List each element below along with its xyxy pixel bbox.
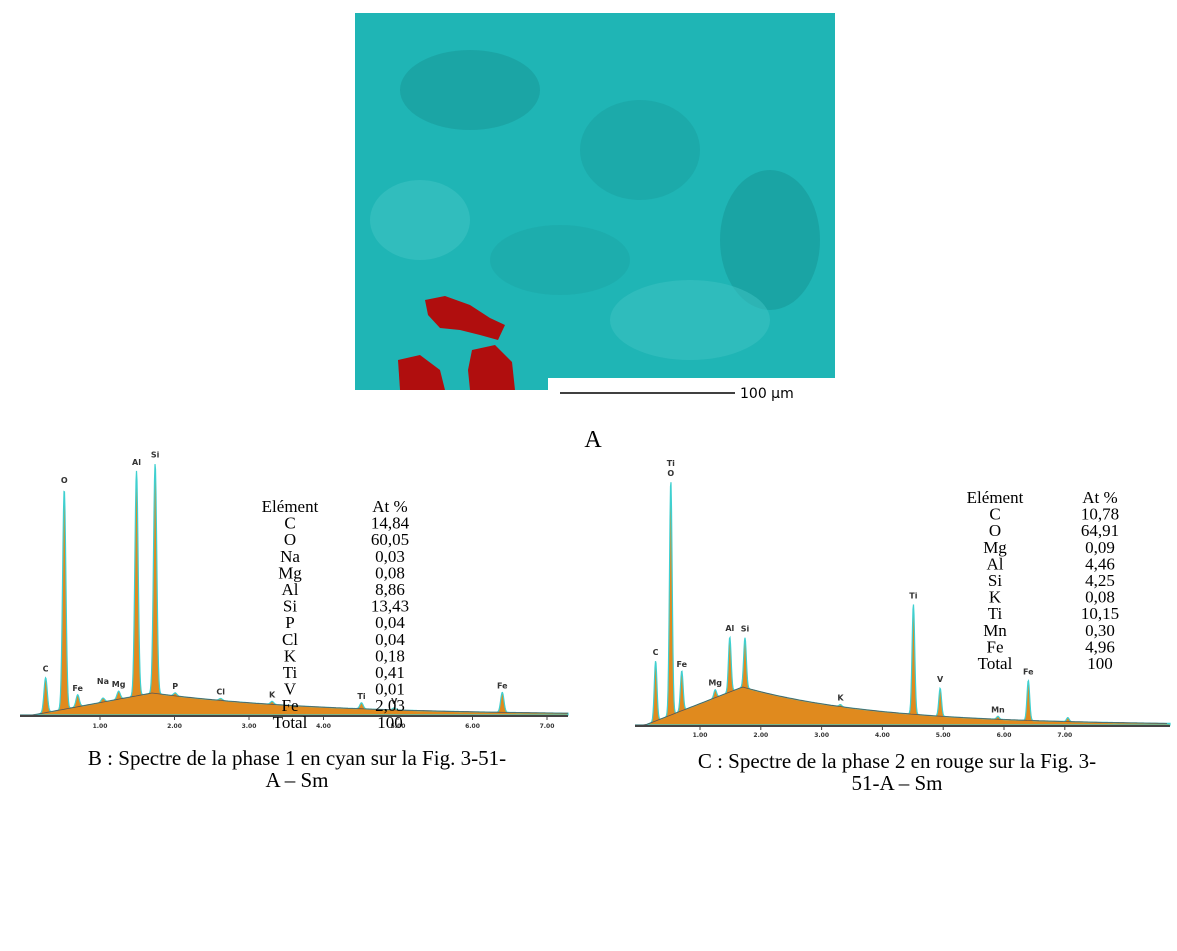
- table-cell: Al: [987, 554, 1004, 573]
- table-cell: 8,86: [375, 580, 405, 599]
- table-cell: Ti: [988, 604, 1003, 623]
- peak-label: Na: [97, 677, 109, 686]
- table-cell: 10,78: [1081, 505, 1119, 524]
- background-fit: [20, 692, 568, 716]
- table-cell: 0,03: [375, 547, 405, 566]
- table-cell: O: [989, 521, 1001, 540]
- peak-label: C: [653, 648, 659, 657]
- tick-label: 6.00: [997, 732, 1012, 739]
- table-cell: 4,46: [1085, 554, 1115, 573]
- peak-label: Mn: [991, 705, 1005, 714]
- table-cell: 13,43: [371, 597, 409, 616]
- table-cell: 0,08: [375, 563, 405, 582]
- table-cell: 10,15: [1081, 604, 1119, 623]
- tick-label: 2.00: [167, 723, 182, 730]
- table-cell: 0,04: [375, 613, 405, 632]
- table-header: Elément: [262, 497, 319, 516]
- peak-label: C: [43, 665, 49, 674]
- table-cell: Si: [283, 597, 297, 616]
- table-cell: Na: [280, 547, 300, 566]
- peak-label: V: [937, 675, 944, 684]
- panel-label: A: [584, 427, 602, 453]
- scale-bar-label: 100 µm: [740, 386, 794, 402]
- table-cell: C: [989, 505, 1000, 524]
- peak-label: K: [269, 690, 276, 699]
- peak-label: Ti: [357, 692, 365, 701]
- table-cell: Total: [273, 713, 308, 732]
- table-cell: V: [284, 680, 297, 699]
- table-cell: 0,09: [1085, 538, 1115, 557]
- peak-label: Si: [741, 625, 750, 634]
- tick-label: 4.00: [875, 732, 890, 739]
- tick-label: 2.00: [753, 732, 768, 739]
- table-cell: Cl: [282, 630, 298, 649]
- table-cell: 0,18: [375, 646, 405, 665]
- table-cell: C: [284, 514, 295, 533]
- peak-label: K: [837, 694, 844, 703]
- table-header: Elément: [967, 488, 1024, 507]
- table-cell: 0,41: [375, 663, 405, 682]
- micrograph: [355, 13, 835, 390]
- table-cell: Mg: [278, 563, 302, 582]
- peak-label: O: [61, 476, 68, 485]
- peak-label: Ti: [667, 459, 675, 468]
- tick-label: 5.00: [936, 732, 951, 739]
- caption: C : Spectre de la phase 2 en rouge sur l…: [698, 749, 1096, 773]
- table-cell: 4,25: [1085, 571, 1115, 590]
- caption: 51-A – Sm: [851, 771, 942, 795]
- peak-label: Ti: [909, 591, 917, 600]
- table-cell: 0,04: [375, 630, 405, 649]
- peak-label: Mg: [112, 680, 126, 689]
- table-cell: Fe: [282, 696, 299, 715]
- table-cell: Mg: [983, 538, 1007, 557]
- table-cell: Mn: [983, 621, 1007, 640]
- table-cell: Si: [988, 571, 1002, 590]
- tick-label: 7.00: [540, 723, 555, 730]
- background-fit: [635, 686, 1168, 726]
- table-cell: 100: [377, 713, 403, 732]
- table-header: At %: [372, 497, 407, 516]
- tick-label: 7.00: [1057, 732, 1072, 739]
- tick-label: 3.00: [814, 732, 829, 739]
- table-cell: O: [284, 530, 296, 549]
- tick-label: 1.00: [93, 723, 108, 730]
- table-cell: Fe: [987, 637, 1004, 656]
- peak-label: Cl: [216, 687, 225, 696]
- peak-label: V: [391, 697, 398, 706]
- caption: A – Sm: [265, 768, 328, 792]
- table-cell: 2,03: [375, 696, 405, 715]
- table-cell: 0,01: [375, 680, 405, 699]
- table-cell: 60,05: [371, 530, 409, 549]
- tick-label: 6.00: [465, 723, 480, 730]
- peak-label: Fe: [676, 660, 687, 669]
- table-cell: 14,84: [371, 514, 410, 533]
- tick-label: 4.00: [316, 723, 331, 730]
- table-cell: 0,30: [1085, 621, 1115, 640]
- table-cell: Ti: [283, 663, 298, 682]
- table-cell: 100: [1087, 654, 1113, 673]
- peak-label: Mg: [708, 679, 722, 688]
- table-header: At %: [1082, 488, 1117, 507]
- table-cell: Al: [282, 580, 299, 599]
- table-cell: K: [989, 588, 1002, 607]
- tick-label: 1.00: [693, 732, 708, 739]
- peak-label: Al: [725, 624, 734, 633]
- table-cell: 4,96: [1085, 637, 1115, 656]
- peak-label: Fe: [1023, 667, 1034, 676]
- table-cell: 0,08: [1085, 588, 1115, 607]
- peak-label: Fe: [72, 684, 83, 693]
- peak-label: P: [172, 682, 178, 691]
- peak-label: Fe: [497, 681, 508, 690]
- tick-label: 3.00: [242, 723, 257, 730]
- caption: B : Spectre de la phase 1 en cyan sur la…: [88, 746, 506, 770]
- tick-label: 5.00: [391, 723, 406, 730]
- table-cell: 64,91: [1081, 521, 1119, 540]
- peak-label: Al: [132, 458, 141, 467]
- peak-label: O: [667, 469, 674, 478]
- table-cell: K: [284, 646, 297, 665]
- peak-label: Si: [151, 450, 160, 459]
- table-cell: Total: [978, 654, 1013, 673]
- table-cell: P: [285, 613, 294, 632]
